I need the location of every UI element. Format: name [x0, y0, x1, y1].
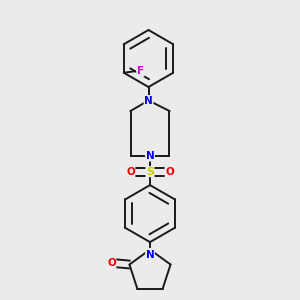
Text: N: N [146, 250, 154, 260]
Text: O: O [165, 167, 174, 177]
Text: N: N [144, 95, 153, 106]
Text: N: N [146, 151, 154, 161]
Text: F: F [137, 66, 144, 76]
Text: O: O [107, 258, 116, 268]
Text: O: O [126, 167, 135, 177]
Text: S: S [146, 167, 154, 177]
